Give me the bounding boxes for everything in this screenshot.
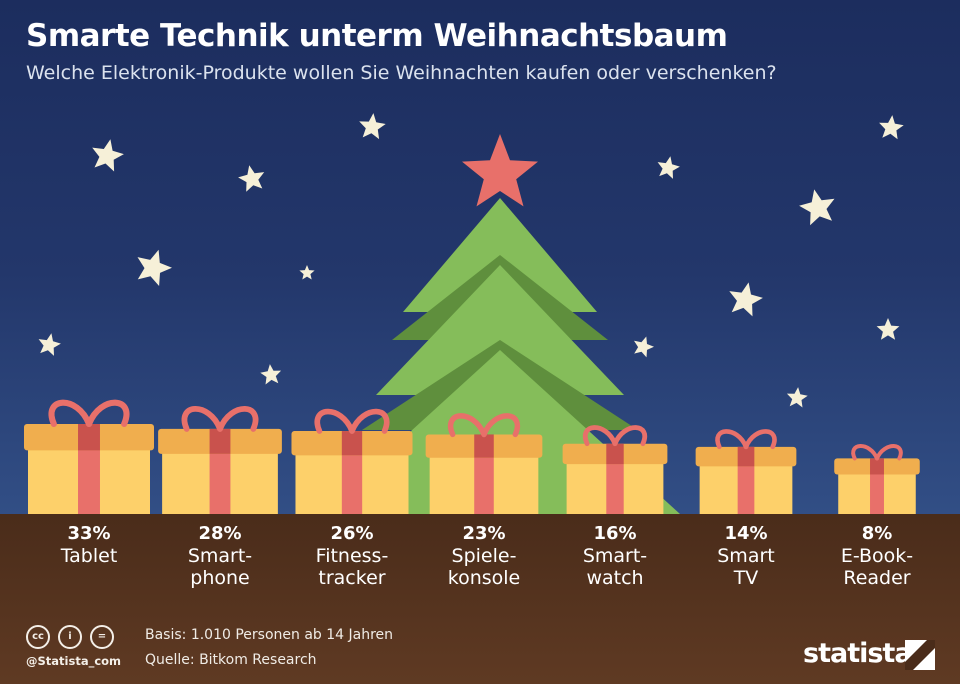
data-label: 23% [462, 523, 506, 544]
category-name: Spiele- [451, 545, 517, 567]
star-icon [799, 189, 835, 226]
category-label: 23% Spiele-konsole [419, 523, 549, 589]
gift-bow-right [612, 425, 648, 447]
star-icon [137, 249, 172, 286]
gift-bow-right [743, 429, 777, 450]
data-label: 26% [330, 523, 374, 544]
category-label: 33% Tablet [24, 523, 154, 567]
category-label: 28% Smart-phone [155, 523, 285, 589]
data-label: 28% [198, 523, 242, 544]
star-icon [38, 333, 61, 356]
category-name: Fitness- [315, 545, 389, 567]
category-name: Smart [717, 545, 775, 567]
category-name: Smart- [582, 545, 648, 567]
gift-lid-ribbon [341, 431, 363, 456]
basis-note: Basis: 1.010 Personen ab 14 Jahren [145, 627, 394, 643]
star-icon [876, 318, 900, 340]
category-label: 8% E-Book- Reader [812, 523, 942, 589]
gift-bow-right [85, 399, 130, 428]
data-label: 8% [861, 523, 893, 544]
gift-bow-left [181, 406, 223, 432]
gift-lid-ribbon [474, 434, 494, 458]
star-icon [786, 387, 808, 408]
gift-bow-right [349, 408, 390, 434]
chart-title: Smarte Technik unterm Weihnachtsbaum [26, 18, 728, 54]
gift-bow-left [48, 399, 93, 428]
category-name-line2: tracker [318, 567, 386, 589]
gift-bow-right [217, 406, 259, 432]
category-label: 16% Smart-watch [550, 523, 680, 589]
gift-lid-ribbon [209, 428, 231, 454]
chart-subtitle: Welche Elektronik-Produkte wollen Sie We… [26, 62, 777, 84]
category-name: Smart- [187, 545, 253, 567]
gift-lid-ribbon [606, 443, 624, 465]
by-icon: i [58, 625, 82, 649]
data-label: 33% [67, 523, 111, 544]
data-label: 14% [724, 523, 768, 544]
star-icon [92, 139, 124, 172]
star-icon [299, 265, 315, 280]
category-name-line2: konsole [447, 567, 521, 589]
star-icon [238, 165, 265, 192]
gift-bow-right [875, 444, 903, 461]
star-icon [260, 364, 282, 385]
ground [0, 514, 960, 684]
tree-middle-layer [376, 265, 624, 395]
gift-lid-ribbon [870, 458, 884, 475]
category-name: E-Book- [840, 545, 914, 567]
category-name-line2: Reader [843, 567, 911, 589]
star-icon [359, 113, 386, 140]
nd-icon: = [90, 625, 114, 649]
statista-handle: @Statista_com [26, 654, 122, 668]
star-icon [634, 336, 654, 358]
category-label: 26% Fitness-tracker [287, 523, 417, 589]
gift-bow-left [314, 408, 355, 434]
category-name: Tablet [60, 545, 118, 567]
gift-bow-left [582, 425, 618, 447]
gift-lid-ribbon [78, 424, 100, 451]
cc-icon: cc [26, 625, 50, 649]
category-name-line2: phone [190, 567, 250, 589]
gift-lid-ribbon [737, 446, 755, 467]
star-icon [657, 156, 680, 179]
gift-bow-left [448, 413, 487, 438]
gift-bow-left [715, 429, 749, 450]
category-name-line2: watch [586, 567, 644, 589]
gift-bow-left [851, 444, 879, 461]
source-note: Quelle: Bitkom Research [145, 652, 317, 668]
tree-star-icon [462, 134, 538, 207]
statista-logo: statista [803, 638, 913, 669]
star-icon [879, 115, 904, 140]
data-label: 16% [593, 523, 637, 544]
category-name-line2: TV [733, 567, 759, 589]
statista-logo-mark-icon [905, 640, 935, 670]
star-icon [729, 282, 763, 317]
gift-bow-right [481, 413, 520, 438]
category-label: 14% Smart TV [681, 523, 811, 589]
